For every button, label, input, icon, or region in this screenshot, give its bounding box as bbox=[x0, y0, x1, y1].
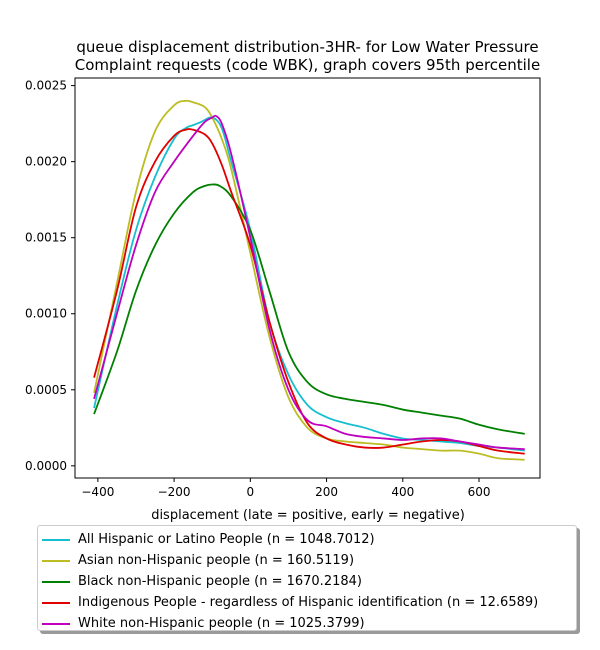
x-tick-label: 400 bbox=[391, 485, 414, 499]
legend-item: Asian non-Hispanic people (n = 160.5119) bbox=[42, 550, 576, 571]
legend-swatch bbox=[42, 538, 70, 541]
y-tick-label: 0.0015 bbox=[25, 231, 67, 245]
series-line bbox=[93, 128, 525, 455]
chart-title-line: queue displacement distribution-3HR- for… bbox=[76, 38, 538, 56]
chart-title-line: Complaint requests (code WBK), graph cov… bbox=[75, 56, 540, 74]
y-tick-label: 0.0000 bbox=[25, 459, 67, 473]
axes: −400 −200 0 200 400 600 0.0000 0.0005 0.0010 0.00… bbox=[25, 77, 541, 499]
x-tick-label: −400 bbox=[81, 485, 114, 499]
series-line bbox=[93, 183, 525, 435]
y-tick-label: 0.0025 bbox=[25, 79, 67, 93]
legend-swatch bbox=[42, 622, 70, 625]
series-line bbox=[93, 114, 525, 451]
axes-frame bbox=[74, 77, 541, 479]
series-line bbox=[93, 99, 525, 461]
legend-label: Black non-Hispanic people (n = 1670.2184… bbox=[78, 574, 362, 589]
series-line bbox=[93, 116, 525, 452]
x-tick-label: −200 bbox=[158, 485, 191, 499]
x-tick-label: 200 bbox=[315, 485, 338, 499]
y-tick-label: 0.0005 bbox=[25, 383, 67, 397]
legend-swatch bbox=[42, 559, 70, 562]
legend-label: White non-Hispanic people (n = 1025.3799… bbox=[78, 616, 365, 631]
legend-label: Asian non-Hispanic people (n = 160.5119) bbox=[78, 553, 355, 568]
legend-item: Indigenous People - regardless of Hispan… bbox=[42, 592, 576, 613]
legend-label: All Hispanic or Latino People (n = 1048.… bbox=[78, 532, 375, 547]
plot-area bbox=[93, 99, 525, 461]
legend: All Hispanic or Latino People (n = 1048.… bbox=[37, 525, 577, 631]
legend-item: Black non-Hispanic people (n = 1670.2184… bbox=[42, 571, 576, 592]
y-tick-label: 0.0020 bbox=[25, 155, 67, 169]
legend-label: Indigenous People - regardless of Hispan… bbox=[78, 595, 539, 610]
x-tick-label: 0 bbox=[247, 485, 255, 499]
chart-title: queue displacement distribution-3HR- for… bbox=[75, 38, 540, 74]
x-axis-label: displacement (late = positive, early = n… bbox=[151, 508, 465, 523]
legend-swatch bbox=[42, 601, 70, 604]
legend-item: All Hispanic or Latino People (n = 1048.… bbox=[42, 529, 576, 550]
y-tick-label: 0.0010 bbox=[25, 307, 67, 321]
legend-swatch bbox=[42, 580, 70, 583]
x-tick-label: 600 bbox=[468, 485, 491, 499]
legend-item: White non-Hispanic people (n = 1025.3799… bbox=[42, 613, 576, 634]
